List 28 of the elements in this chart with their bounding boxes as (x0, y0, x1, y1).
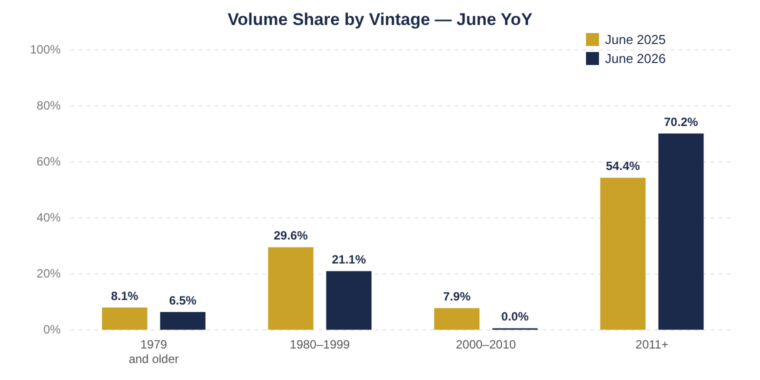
bar (434, 308, 480, 330)
bar (160, 312, 206, 330)
legend-label: June 2026 (605, 51, 666, 66)
data-label: 54.4% (606, 159, 640, 174)
x-tick-label: 2000–2010 (456, 338, 516, 352)
y-tick-label: 40% (36, 210, 62, 224)
data-label: 6.5% (169, 293, 197, 308)
bar (102, 308, 148, 330)
y-tick-label: 20% (36, 266, 62, 280)
y-tick-label: 100% (30, 42, 62, 56)
bar (600, 178, 646, 330)
bar (326, 271, 372, 330)
y-tick-label: 0% (43, 322, 62, 337)
legend-label: June 2025 (605, 32, 666, 47)
x-tick-label: 1980–1999 (290, 338, 350, 352)
data-label: 7.9% (443, 289, 471, 304)
chart-title: Volume Share by Vintage — June YoY (226, 10, 534, 30)
data-label: 8.1% (110, 288, 139, 303)
data-label: 0.0% (501, 310, 529, 324)
bar (268, 247, 314, 330)
data-label: 29.6% (274, 228, 308, 243)
bar (658, 134, 704, 330)
y-tick-label: 80% (36, 98, 62, 112)
data-label: 70.2% (664, 114, 698, 129)
y-tick-label: 60% (36, 154, 62, 168)
x-tick-label: 2011+ (636, 338, 668, 352)
data-label: 21.1% (332, 252, 366, 266)
x-tick-label: 1979 and older (128, 338, 179, 366)
